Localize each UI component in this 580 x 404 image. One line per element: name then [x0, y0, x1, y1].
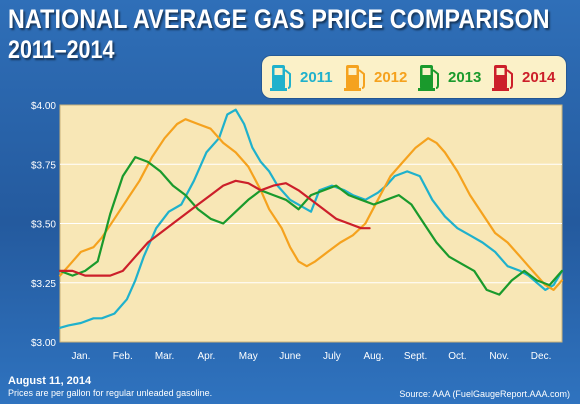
source-credit: Source: AAA (FuelGaugeReport.AAA.com) — [399, 389, 570, 399]
y-tick-label: $3.00 — [31, 338, 56, 349]
y-axis-ticks: $3.00 $3.25 $3.50 $3.75 $4.00 — [31, 101, 56, 349]
chart-legend: 2011 2012 2013 2014 — [262, 56, 566, 98]
x-tick-label: Nov. — [489, 351, 509, 362]
series-line-2012 — [58, 118, 564, 291]
series-line-2011 — [58, 108, 564, 329]
page-title: NATIONAL AVERAGE GAS PRICE COMPARISON — [8, 4, 550, 34]
x-tick-label: June — [279, 351, 301, 362]
x-tick-label: Apr. — [198, 351, 216, 362]
gas-pump-icon — [344, 65, 365, 91]
x-tick-label: May — [239, 351, 258, 362]
x-tick-label: Mar. — [155, 351, 174, 362]
legend-label-2012: 2012 — [374, 69, 408, 86]
gridlines — [60, 163, 562, 284]
page-subtitle: 2011–2014 — [8, 36, 115, 64]
series-line-2013 — [58, 156, 564, 296]
legend-label-2013: 2013 — [448, 69, 482, 86]
x-tick-label: Sept. — [404, 351, 427, 362]
gas-pump-icon — [270, 65, 291, 91]
footnote: Prices are per gallon for regular unlead… — [8, 388, 213, 398]
x-tick-label: July — [323, 351, 341, 362]
y-tick-label: $4.00 — [31, 101, 56, 112]
series-line-2014 — [58, 179, 371, 277]
x-tick-label: Jan. — [71, 351, 90, 362]
gas-pump-icon — [492, 65, 513, 91]
gas-pump-icon — [418, 65, 439, 91]
x-tick-label: Feb. — [113, 351, 133, 362]
y-tick-label: $3.25 — [31, 279, 56, 290]
legend-label-2014: 2014 — [522, 69, 556, 86]
y-tick-label: $3.50 — [31, 220, 56, 231]
x-tick-label: Oct. — [448, 351, 466, 362]
series-lines — [58, 108, 564, 329]
y-tick-label: $3.75 — [31, 160, 56, 171]
legend-label-2011: 2011 — [300, 69, 333, 86]
x-tick-label: Aug. — [363, 351, 384, 362]
x-axis-ticks: Jan. Feb. Mar. Apr. May June July Aug. Sept. Oct.… — [71, 351, 551, 362]
report-date: August 11, 2014 — [8, 375, 92, 387]
x-tick-label: Dec. — [531, 351, 552, 362]
